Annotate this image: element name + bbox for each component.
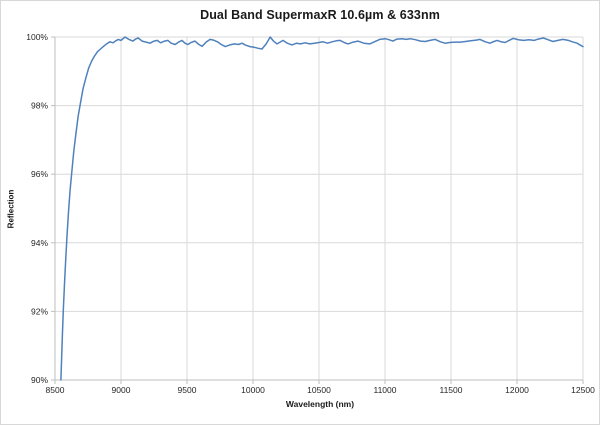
chart-title: Dual Band SupermaxR 10.6µm & 633nm [200, 8, 440, 22]
x-tick-label: 10500 [307, 385, 331, 395]
y-tick-label: 94% [31, 238, 48, 248]
x-tick-label: 11000 [373, 385, 396, 395]
x-tick-label: 9000 [112, 385, 131, 395]
x-tick-label: 12500 [571, 385, 595, 395]
y-tick-label: 92% [31, 306, 48, 316]
y-tick-label: 90% [31, 375, 48, 385]
y-tick-label: 100% [26, 32, 48, 42]
x-tick-label: 12000 [505, 385, 529, 395]
reflection-series-line [60, 36, 584, 381]
y-tick-label: 98% [31, 101, 48, 111]
x-tick-label: 9500 [178, 385, 197, 395]
x-tick-label: 8500 [46, 385, 65, 395]
x-tick-label: 10000 [241, 385, 265, 395]
y-axis-title: Reflection [6, 189, 16, 229]
x-axis-title: Wavelength (nm) [285, 399, 355, 409]
x-tick-label: 11500 [439, 385, 462, 395]
y-tick-label: 96% [31, 169, 48, 179]
